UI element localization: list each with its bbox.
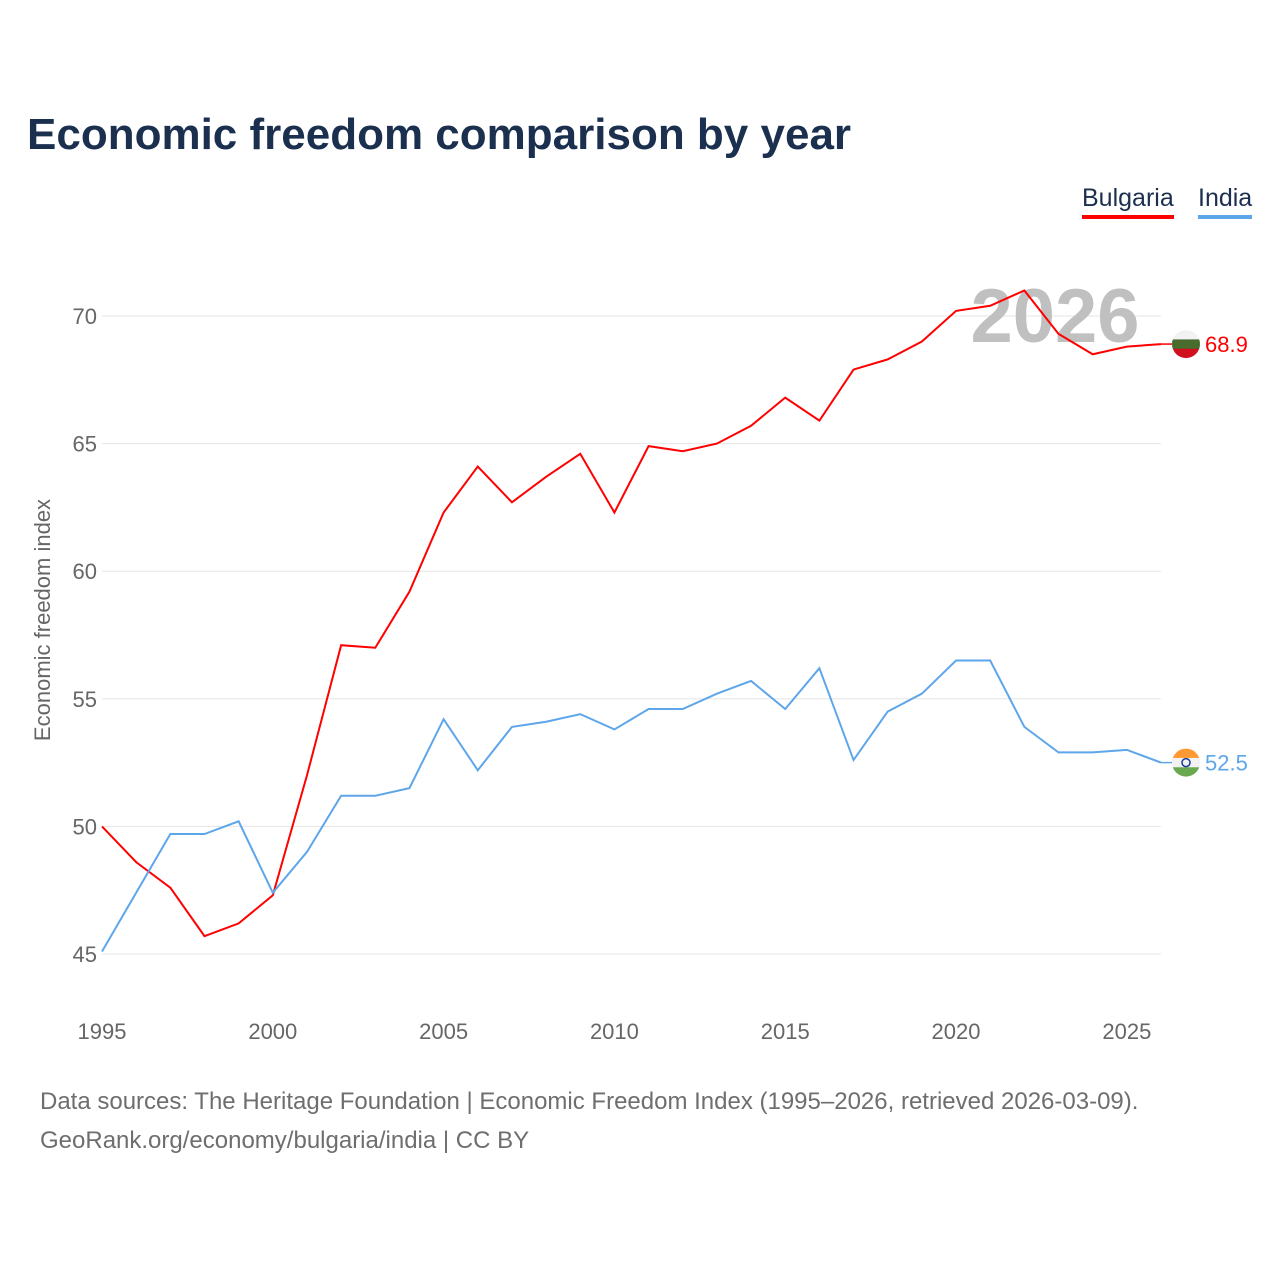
x-tick-label: 2000 — [248, 1019, 297, 1044]
data-point — [987, 658, 993, 664]
year-watermark: 2026 — [970, 274, 1139, 359]
data-point — [475, 464, 481, 470]
data-point — [406, 785, 412, 791]
y-tick-label: 65 — [73, 432, 97, 457]
data-point — [133, 859, 139, 865]
data-point — [919, 339, 925, 345]
data-point — [714, 441, 720, 447]
legend-bulgaria[interactable]: Bulgaria — [1082, 184, 1174, 219]
data-point — [1021, 287, 1027, 293]
data-point — [816, 665, 822, 671]
data-point — [611, 726, 617, 732]
data-point — [304, 772, 310, 778]
y-tick-label: 50 — [73, 814, 97, 839]
x-tick-label: 2025 — [1102, 1019, 1151, 1044]
series-line-bulgaria — [101, 289, 1162, 938]
source-link[interactable]: GeoRank.org/economy/bulgaria/india | CC … — [40, 1127, 530, 1154]
x-tick-label: 2020 — [932, 1019, 981, 1044]
series-line-india — [101, 659, 1162, 952]
legend-india[interactable]: India — [1198, 184, 1253, 219]
data-point — [304, 849, 310, 855]
data-point — [406, 589, 412, 595]
data-point — [1090, 749, 1096, 755]
x-tick-label: 2010 — [590, 1019, 639, 1044]
y-tick-label: 45 — [73, 942, 97, 967]
y-tick-label: 55 — [73, 687, 97, 712]
data-point — [987, 303, 993, 309]
source-line: Data sources: The Heritage Foundation | … — [40, 1088, 1139, 1115]
data-point — [885, 356, 891, 362]
data-point — [1056, 749, 1062, 755]
data-point — [509, 724, 515, 730]
x-tick-label: 2005 — [419, 1019, 468, 1044]
data-point — [167, 885, 173, 891]
chart-title: Economic freedom comparison by year — [27, 110, 852, 159]
data-point — [680, 706, 686, 712]
data-point — [748, 423, 754, 429]
data-point — [816, 418, 822, 424]
end-value-label: 52.5 — [1205, 751, 1248, 776]
data-point — [577, 451, 583, 457]
data-point — [236, 818, 242, 824]
data-point — [851, 367, 857, 373]
data-point — [201, 831, 207, 837]
data-point — [543, 474, 549, 480]
y-tick-label: 70 — [73, 304, 97, 329]
data-point — [338, 642, 344, 648]
data-point — [953, 308, 959, 314]
data-point — [953, 658, 959, 664]
data-point — [441, 510, 447, 516]
data-point — [509, 499, 515, 505]
data-point — [338, 793, 344, 799]
data-point — [1021, 724, 1027, 730]
data-point — [236, 920, 242, 926]
data-point — [851, 757, 857, 763]
india-flag-icon — [1172, 748, 1200, 777]
data-point — [372, 793, 378, 799]
data-point — [475, 767, 481, 773]
data-point — [611, 510, 617, 516]
y-tick-label: 60 — [73, 559, 97, 584]
y-axis-label: Economic freedom index — [30, 499, 55, 741]
end-value-label: 68.9 — [1205, 332, 1248, 357]
data-point — [1056, 331, 1062, 337]
data-point — [133, 890, 139, 896]
data-point — [919, 691, 925, 697]
data-point — [270, 890, 276, 896]
x-tick-label: 2015 — [761, 1019, 810, 1044]
bulgaria-flag-icon — [1172, 330, 1200, 359]
data-point — [646, 443, 652, 449]
data-point — [1124, 344, 1130, 350]
data-point — [782, 706, 788, 712]
data-point — [99, 948, 105, 954]
data-point — [748, 678, 754, 684]
data-point — [1090, 351, 1096, 357]
data-point — [167, 831, 173, 837]
data-point — [714, 691, 720, 697]
data-point — [577, 711, 583, 717]
data-point — [372, 645, 378, 651]
data-point — [543, 719, 549, 725]
data-point — [201, 933, 207, 939]
data-point — [1124, 747, 1130, 753]
data-point — [680, 448, 686, 454]
data-point — [99, 823, 105, 829]
data-point — [441, 716, 447, 722]
data-point — [646, 706, 652, 712]
data-point — [885, 709, 891, 715]
x-tick-label: 1995 — [78, 1019, 127, 1044]
data-point — [782, 395, 788, 401]
